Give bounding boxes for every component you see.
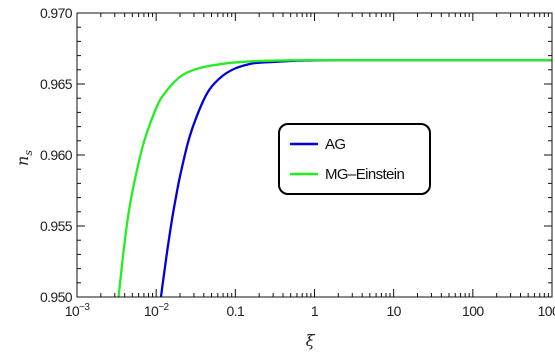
axis-ticks (76, 12, 553, 298)
x-tick-label-exponent: −3 (79, 302, 90, 313)
legend: AG MG–Einstein (278, 123, 431, 195)
legend-label-mg-einstein: MG–Einstein (325, 166, 405, 183)
x-tick-label-base: 10 (144, 303, 159, 319)
y-tick-label: 0.960 (40, 147, 73, 163)
series-lines (117, 58, 552, 297)
x-tick-label-exponent: −2 (158, 302, 169, 313)
x-tick-label: 1000 (538, 303, 555, 319)
y-tick-label: 0.965 (40, 76, 73, 92)
y-tick-label: 0.950 (40, 289, 73, 305)
x-tick-label: 10−3 (65, 302, 91, 319)
x-tick-label-base: 10 (65, 303, 80, 319)
x-tick-label: 10 (386, 303, 401, 319)
x-tick-label: 100 (462, 303, 484, 319)
legend-box (278, 123, 431, 195)
x-tick-label: 1 (311, 303, 319, 319)
legend-label-ag: AG (325, 136, 345, 153)
series-line-mg-einstein (117, 58, 552, 297)
x-tick-label: 10−2 (144, 302, 170, 319)
x-tick-label: 0.1 (226, 303, 244, 319)
plot-frame (76, 12, 553, 298)
y-axis-title-main: n (13, 156, 32, 166)
y-tick-label: 0.970 (40, 5, 73, 21)
y-tick-label: 0.955 (40, 218, 73, 234)
y-axis-title: ns (13, 150, 35, 166)
tick-labels: 10−310−20.111010010000.9500.9550.9600.96… (40, 5, 555, 319)
y-axis-title-sub: s (22, 150, 35, 156)
x-axis-title: ξ (306, 331, 316, 350)
